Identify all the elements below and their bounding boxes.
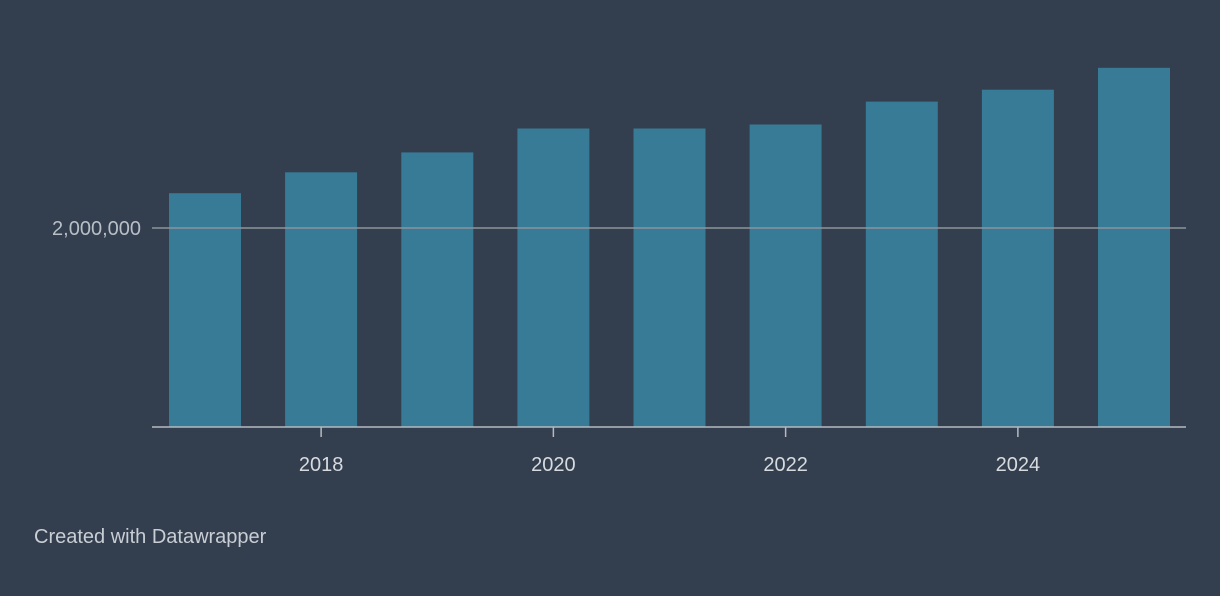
bars-group bbox=[169, 67, 1170, 428]
bar-2020 bbox=[517, 128, 590, 427]
x-tick-label: 2024 bbox=[996, 454, 1041, 476]
bar-2024 bbox=[981, 89, 1054, 427]
credit-text: Created with Datawrapper bbox=[34, 526, 267, 548]
x-axis: 2018 2020 2022 2024 bbox=[299, 427, 1040, 476]
bar-2018 bbox=[285, 172, 358, 427]
y-axis: 2,000,000 bbox=[52, 218, 141, 240]
bar-2023 bbox=[865, 101, 938, 427]
bar-2025 bbox=[1098, 67, 1170, 428]
bar-2017 bbox=[169, 193, 241, 427]
y-tick-label: 2,000,000 bbox=[52, 218, 141, 240]
x-tick-label: 2020 bbox=[531, 454, 576, 476]
x-tick-label: 2018 bbox=[299, 454, 344, 476]
bar-2022 bbox=[749, 124, 822, 427]
x-tick-label: 2022 bbox=[763, 454, 808, 476]
bar-2019 bbox=[401, 152, 474, 427]
bar-2021 bbox=[633, 128, 706, 427]
